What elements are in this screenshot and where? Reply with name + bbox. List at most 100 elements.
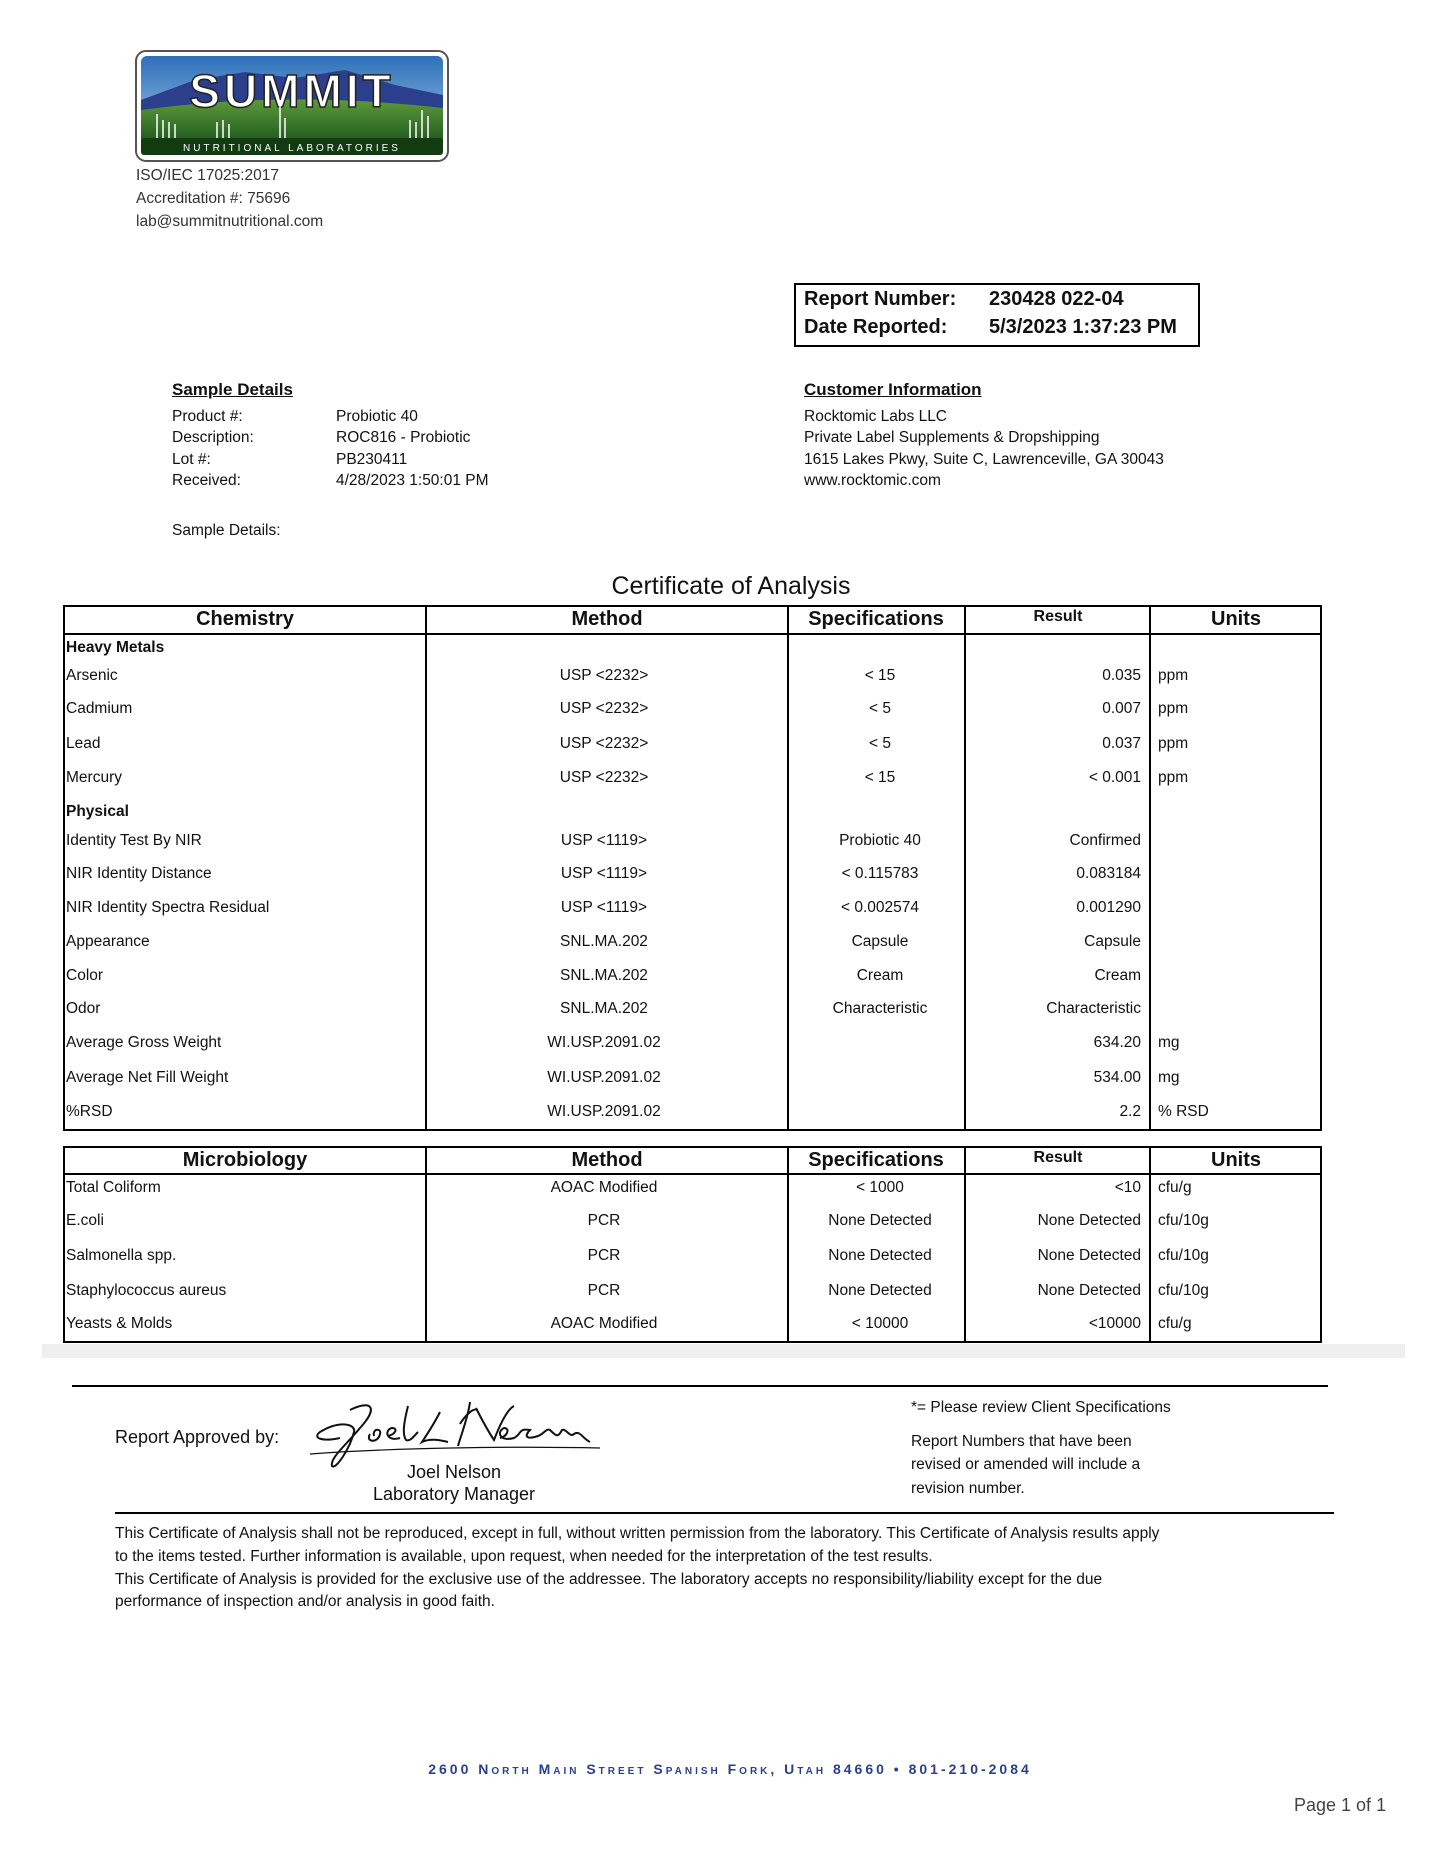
test-result: Characteristic <box>1046 1000 1141 1017</box>
test-units: ppm <box>1158 769 1189 786</box>
disclaimer-line: to the items tested. Further information… <box>115 1548 933 1565</box>
approver-title: Laboratory Manager <box>372 1484 536 1504</box>
test-method: USP <2232> <box>559 769 649 786</box>
test-result: 0.007 <box>1102 700 1141 717</box>
test-name: Cadmium <box>66 700 133 717</box>
sample-details-heading: Sample Details <box>172 380 293 399</box>
test-name: Arsenic <box>66 667 118 684</box>
test-method: USP <1119> <box>560 832 648 849</box>
section-heading: Physical <box>66 803 129 820</box>
customer-info-line: www.rocktomic.com <box>804 472 941 489</box>
column-header-3: Result <box>1033 608 1083 625</box>
column-header-2: Specifications <box>808 608 944 630</box>
test-units: ppm <box>1158 735 1189 752</box>
sample-field-value: ROC816 - Probiotic <box>336 429 471 446</box>
report-number: 230428 022-04 <box>989 288 1124 310</box>
test-units: ppm <box>1158 700 1189 717</box>
test-name: Odor <box>66 1000 101 1017</box>
revision-note-line: revised or amended will include a <box>911 1456 1141 1473</box>
test-name: E.coli <box>66 1212 104 1229</box>
test-specification: < 0.002574 <box>840 899 920 916</box>
test-result: 534.00 <box>1093 1069 1141 1086</box>
sample-field-label: Description: <box>172 429 254 446</box>
date-reported: 5/3/2023 1:37:23 PM <box>989 316 1177 338</box>
test-result: None Detected <box>1037 1247 1141 1264</box>
test-specification: Capsule <box>851 933 909 950</box>
chemistry-table <box>63 605 1322 1131</box>
approver-name: Joel Nelson <box>406 1462 502 1482</box>
svg-text:NUTRITIONAL LABORATORIES: NUTRITIONAL LABORATORIES <box>183 143 401 154</box>
test-method: WI.USP.2091.02 <box>547 1069 661 1086</box>
customer-info-heading: Customer Information <box>804 380 982 399</box>
column-header-1: Method <box>571 1149 643 1171</box>
sample-field-label: Received: <box>172 472 241 489</box>
test-specification: < 10000 <box>851 1315 909 1332</box>
test-method: USP <2232> <box>559 667 649 684</box>
test-name: Average Net Fill Weight <box>66 1069 229 1086</box>
column-header-3: Result <box>1033 1149 1083 1166</box>
logo-text: SUMMIT <box>189 65 394 117</box>
client-spec-note: *= Please review Client Specifications <box>911 1399 1171 1416</box>
customer-info-line: 1615 Lakes Pkwy, Suite C, Lawrenceville,… <box>804 451 1164 468</box>
test-result: <10000 <box>1088 1315 1141 1332</box>
test-method: PCR <box>587 1282 621 1299</box>
test-name: NIR Identity Distance <box>66 865 212 882</box>
sample-details-label: Sample Details: <box>172 522 281 539</box>
test-specification: None Detected <box>828 1212 932 1229</box>
test-units: cfu/10g <box>1158 1247 1209 1264</box>
column-divider <box>425 605 427 1131</box>
test-result: 0.037 <box>1102 735 1141 752</box>
test-name: Appearance <box>66 933 150 950</box>
test-name: NIR Identity Spectra Residual <box>66 899 270 916</box>
test-result: None Detected <box>1037 1282 1141 1299</box>
column-divider <box>1149 605 1151 1131</box>
test-name: Salmonella spp. <box>66 1247 177 1264</box>
summit-logo: SUMMIT NUTRITIONAL LABORATORIES <box>135 50 449 167</box>
column-divider <box>964 1146 966 1343</box>
test-name: Yeasts & Molds <box>66 1315 173 1332</box>
test-method: WI.USP.2091.02 <box>547 1034 661 1051</box>
date-reported-label: Date Reported: <box>804 316 948 338</box>
lab-email: lab@summitnutritional.com <box>136 213 324 230</box>
divider-band <box>42 1344 1405 1358</box>
test-method: SNL.MA.202 <box>560 1000 648 1017</box>
test-name: Mercury <box>66 769 122 786</box>
section-heading: Heavy Metals <box>66 639 165 656</box>
approved-by-label: Report Approved by: <box>115 1427 280 1447</box>
column-header-1: Method <box>571 608 643 630</box>
test-method: USP <2232> <box>559 700 649 717</box>
test-specification: Cream <box>856 967 904 984</box>
test-units: mg <box>1158 1034 1180 1051</box>
test-name: Lead <box>66 735 101 752</box>
header-divider <box>63 1173 1322 1175</box>
disclaimer-line: performance of inspection and/or analysi… <box>115 1593 495 1610</box>
test-specification: < 5 <box>869 700 891 717</box>
test-result: None Detected <box>1037 1212 1141 1229</box>
report-info-box <box>794 283 1200 347</box>
accreditation: Accreditation #: 75696 <box>136 190 291 207</box>
test-result: 0.001290 <box>1076 899 1141 916</box>
column-header-4: Units <box>1211 1149 1261 1171</box>
column-divider <box>787 1146 789 1343</box>
test-name: Average Gross Weight <box>66 1034 222 1051</box>
test-result: Confirmed <box>1069 832 1142 849</box>
test-units: cfu/10g <box>1158 1282 1209 1299</box>
test-specification: None Detected <box>828 1247 932 1264</box>
test-name: Staphylococcus aureus <box>66 1282 227 1299</box>
test-specification: < 0.115783 <box>841 865 919 882</box>
sample-field-label: Product #: <box>172 408 243 425</box>
footer-address: 2600 North Main Street Spanish Fork, Uta… <box>428 1761 1032 1777</box>
test-name: Total Coliform <box>66 1179 161 1196</box>
test-name: Identity Test By NIR <box>66 832 202 849</box>
column-header-0: Chemistry <box>196 608 294 630</box>
test-result: Cream <box>1094 967 1141 984</box>
test-specification: < 5 <box>869 735 891 752</box>
test-specification: Characteristic <box>832 1000 928 1017</box>
column-divider <box>425 1146 427 1343</box>
test-units: ppm <box>1158 667 1189 684</box>
test-units: cfu/10g <box>1158 1212 1209 1229</box>
column-header-2: Specifications <box>808 1149 944 1171</box>
test-units: cfu/g <box>1158 1179 1192 1196</box>
page-number: Page 1 of 1 <box>1294 1795 1387 1815</box>
test-units: mg <box>1158 1069 1180 1086</box>
